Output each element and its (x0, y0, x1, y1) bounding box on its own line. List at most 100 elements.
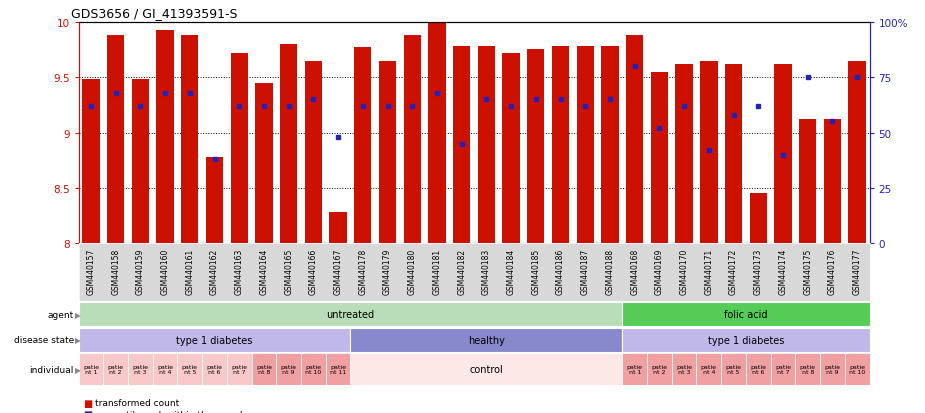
Text: patie
nt 3: patie nt 3 (676, 364, 692, 375)
Text: GSM440158: GSM440158 (111, 248, 120, 294)
Text: GSM440177: GSM440177 (853, 248, 862, 294)
Bar (697, 353, 722, 385)
Text: ▶: ▶ (75, 335, 80, 344)
Text: GSM440176: GSM440176 (828, 248, 837, 294)
Text: folic acid: folic acid (724, 310, 768, 320)
Text: GSM440162: GSM440162 (210, 248, 219, 294)
Bar (79, 328, 351, 352)
Bar (651, 72, 668, 244)
Bar (771, 353, 796, 385)
Text: patie
nt 10: patie nt 10 (849, 364, 865, 375)
Bar (576, 47, 594, 244)
Bar (131, 80, 149, 244)
Bar (304, 62, 322, 244)
Bar (848, 62, 866, 244)
Text: patie
nt 9: patie nt 9 (824, 364, 841, 375)
Bar (453, 47, 470, 244)
Text: patie
nt 1: patie nt 1 (83, 364, 99, 375)
Text: GSM440161: GSM440161 (185, 248, 194, 294)
Bar (527, 50, 545, 244)
Text: GSM440175: GSM440175 (803, 248, 812, 294)
Bar (626, 36, 644, 244)
Text: GSM440168: GSM440168 (630, 248, 639, 294)
Bar (301, 353, 326, 385)
Text: GSM440178: GSM440178 (358, 248, 367, 294)
Bar (552, 47, 569, 244)
Bar (107, 36, 124, 244)
Text: transformed count: transformed count (95, 398, 179, 407)
Text: GSM440188: GSM440188 (606, 248, 614, 294)
Text: untreated: untreated (327, 310, 375, 320)
Bar (203, 353, 227, 385)
Bar (206, 157, 223, 244)
Text: patie
nt 6: patie nt 6 (750, 364, 766, 375)
Bar (824, 120, 841, 244)
Text: GSM440171: GSM440171 (704, 248, 713, 294)
Text: GSM440157: GSM440157 (86, 248, 95, 294)
Text: GSM440167: GSM440167 (334, 248, 342, 294)
Bar (601, 47, 619, 244)
Bar (379, 62, 396, 244)
Text: patie
nt 2: patie nt 2 (107, 364, 124, 375)
Text: GSM440173: GSM440173 (754, 248, 763, 294)
Bar (104, 353, 128, 385)
Bar (648, 353, 672, 385)
Bar (82, 80, 100, 244)
Bar (255, 83, 273, 244)
Text: GSM440182: GSM440182 (457, 248, 466, 294)
Bar (725, 65, 742, 244)
Text: GSM440186: GSM440186 (556, 248, 565, 294)
Bar (79, 353, 104, 385)
Bar (428, 24, 446, 244)
Text: patie
nt 2: patie nt 2 (651, 364, 668, 375)
Bar (746, 353, 771, 385)
Bar (326, 353, 351, 385)
Bar (623, 328, 870, 352)
Text: patie
nt 1: patie nt 1 (627, 364, 643, 375)
Text: GSM440159: GSM440159 (136, 248, 145, 294)
Text: GSM440163: GSM440163 (235, 248, 244, 294)
Text: GSM440169: GSM440169 (655, 248, 664, 294)
Text: patie
nt 4: patie nt 4 (701, 364, 717, 375)
Text: ■: ■ (83, 398, 93, 408)
Text: ■: ■ (83, 409, 93, 413)
Bar (156, 31, 174, 244)
Bar (749, 194, 767, 244)
Bar (672, 353, 697, 385)
Text: GSM440180: GSM440180 (408, 248, 417, 294)
Text: type 1 diabetes: type 1 diabetes (708, 335, 784, 345)
Bar (796, 353, 820, 385)
Text: patie
nt 3: patie nt 3 (132, 364, 148, 375)
Text: patie
nt 7: patie nt 7 (231, 364, 247, 375)
Text: agent: agent (48, 310, 74, 319)
Text: patie
nt 11: patie nt 11 (330, 364, 346, 375)
Text: GSM440164: GSM440164 (260, 248, 268, 294)
Bar (79, 303, 623, 327)
Bar (277, 353, 301, 385)
Text: GSM440174: GSM440174 (779, 248, 787, 294)
Bar (502, 54, 520, 244)
Text: GDS3656 / GI_41393591-S: GDS3656 / GI_41393591-S (70, 7, 237, 20)
Bar (700, 62, 718, 244)
Text: patie
nt 5: patie nt 5 (725, 364, 742, 375)
Bar (181, 36, 199, 244)
Text: GSM440184: GSM440184 (507, 248, 515, 294)
Bar (774, 65, 792, 244)
Text: GSM440187: GSM440187 (581, 248, 590, 294)
Bar (623, 303, 870, 327)
Bar (799, 120, 817, 244)
Text: GSM440160: GSM440160 (161, 248, 169, 294)
Text: GSM440170: GSM440170 (680, 248, 688, 294)
Bar (623, 353, 648, 385)
Text: patie
nt 4: patie nt 4 (157, 364, 173, 375)
Bar (252, 353, 277, 385)
Text: control: control (470, 364, 503, 374)
Text: ▶: ▶ (75, 310, 80, 319)
Text: individual: individual (30, 365, 74, 374)
Bar (329, 213, 347, 244)
Text: GSM440165: GSM440165 (284, 248, 293, 294)
Text: GSM440185: GSM440185 (531, 248, 540, 294)
Text: patie
nt 10: patie nt 10 (305, 364, 322, 375)
Bar (351, 328, 623, 352)
Text: GSM440172: GSM440172 (729, 248, 738, 294)
